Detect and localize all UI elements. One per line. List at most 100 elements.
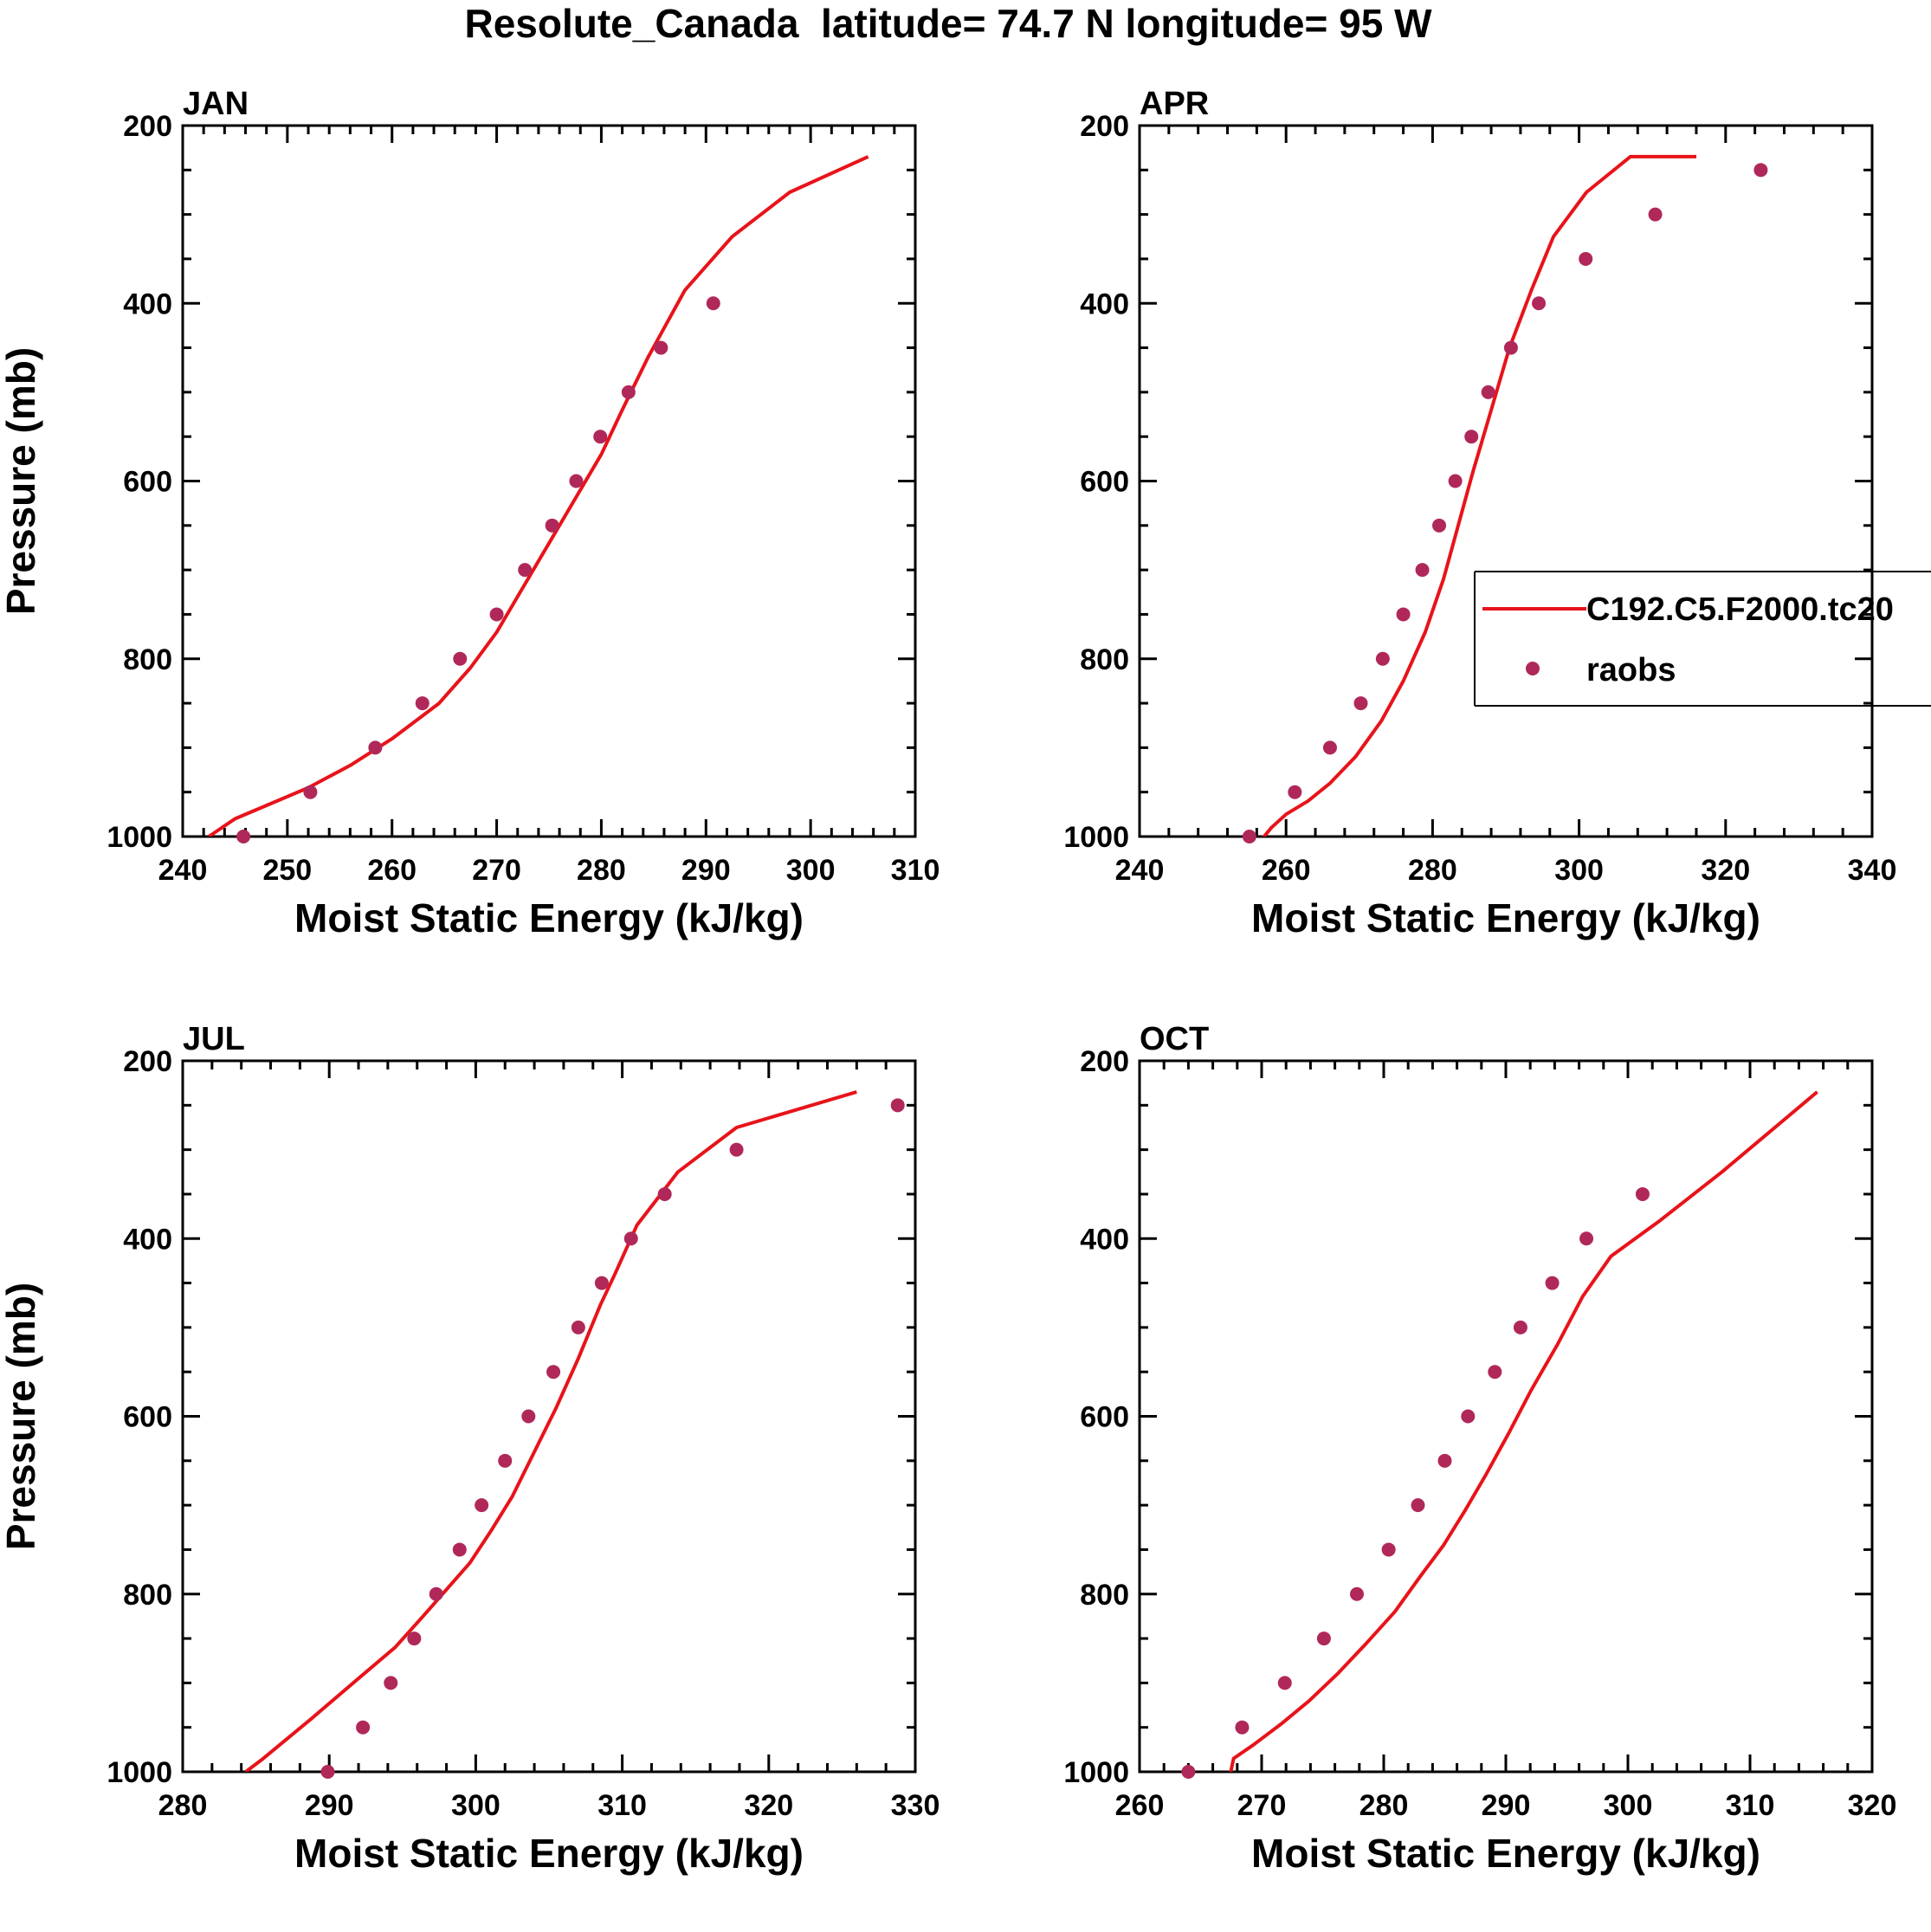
raobs-point bbox=[384, 1676, 398, 1690]
y-tick-label: 800 bbox=[1080, 1579, 1129, 1612]
raobs-point bbox=[1488, 1365, 1502, 1380]
raobs-point bbox=[706, 296, 720, 311]
x-tick-label: 310 bbox=[891, 854, 940, 887]
plot-frame-jan bbox=[181, 124, 917, 838]
x-tick-label: 260 bbox=[1115, 1789, 1165, 1822]
x-tick-label: 300 bbox=[1554, 854, 1604, 887]
panel-title-jul: JUL bbox=[183, 1021, 245, 1057]
raobs-point bbox=[1545, 1276, 1560, 1290]
raobs-point bbox=[1464, 430, 1479, 444]
y-tick-label: 400 bbox=[1080, 288, 1129, 320]
raobs-point bbox=[1579, 1231, 1594, 1246]
y-tick-label: 200 bbox=[1080, 110, 1129, 143]
x-axis-label-jan: Moist Static Energy (kJ/kg) bbox=[294, 895, 804, 940]
raobs-point bbox=[236, 830, 251, 843]
raobs-point bbox=[890, 1098, 905, 1113]
x-tick-label: 290 bbox=[1482, 1789, 1531, 1822]
x-axis-label-oct: Moist Static Energy (kJ/kg) bbox=[1251, 1831, 1760, 1876]
y-tick-label: 600 bbox=[1080, 466, 1129, 499]
raobs-point bbox=[407, 1632, 422, 1646]
y-tick-label: 800 bbox=[123, 1579, 172, 1612]
x-tick-label: 290 bbox=[681, 854, 731, 887]
x-tick-label: 300 bbox=[451, 1789, 501, 1822]
raobs-point bbox=[1513, 1320, 1527, 1334]
figure-title: Resolute_Canada latitude= 74.7 N longitu… bbox=[464, 1, 1432, 46]
x-tick-label: 340 bbox=[1848, 854, 1897, 887]
raobs-point bbox=[1461, 1409, 1476, 1424]
raobs-point bbox=[1181, 1765, 1196, 1779]
raobs-point bbox=[621, 384, 636, 399]
x-tick-label: 270 bbox=[472, 854, 521, 887]
raobs-point bbox=[368, 740, 383, 755]
plot-frame-oct bbox=[1138, 1059, 1874, 1774]
y-tick-label: 1000 bbox=[107, 821, 172, 854]
raobs-point bbox=[1415, 563, 1430, 578]
legend-model-label: C192.C5.F2000.tc20 bbox=[1586, 591, 1894, 628]
raobs-point bbox=[593, 430, 608, 444]
panels: JAN 240 250 260 270 280 290 300 310 200 400 600 800 1… bbox=[0, 86, 1896, 1876]
x-tick-label: 280 bbox=[1408, 854, 1457, 887]
panel-jan: JAN 240 250 260 270 280 290 300 310 200 400 600 800 1… bbox=[0, 86, 940, 940]
raobs-point bbox=[657, 1186, 672, 1201]
raobs-point bbox=[1349, 1586, 1364, 1601]
raobs-point bbox=[623, 1231, 638, 1246]
model-line-jan bbox=[208, 155, 869, 837]
raobs-point bbox=[1448, 474, 1463, 488]
raobs-point bbox=[1288, 785, 1302, 799]
raobs-point bbox=[654, 340, 668, 355]
raobs-point bbox=[1322, 740, 1337, 755]
raobs-point bbox=[1437, 1453, 1452, 1468]
raobs-point bbox=[545, 518, 559, 533]
raobs-point bbox=[1375, 651, 1390, 666]
y-tick-label: 1000 bbox=[1063, 1756, 1129, 1789]
model-line-jul bbox=[244, 1089, 857, 1772]
x-tick-label: 260 bbox=[367, 854, 417, 887]
raobs-point bbox=[546, 1365, 561, 1380]
raobs-point bbox=[1635, 1186, 1650, 1201]
y-tick-label: 800 bbox=[1080, 643, 1129, 676]
x-tick-label: 320 bbox=[744, 1789, 793, 1822]
y-tick-label: 200 bbox=[1080, 1045, 1129, 1078]
model-line-apr bbox=[1262, 154, 1696, 837]
legend: C192.C5.F2000.tc20 raobs bbox=[1474, 571, 1931, 707]
y-tick-label: 1000 bbox=[107, 1756, 172, 1789]
y-tick-label: 600 bbox=[1080, 1401, 1129, 1434]
x-tick-label: 250 bbox=[262, 854, 312, 887]
x-tick-label: 290 bbox=[305, 1789, 354, 1822]
raobs-point bbox=[518, 563, 533, 578]
legend-obs-label: raobs bbox=[1586, 652, 1676, 688]
raobs-point bbox=[1381, 1542, 1396, 1557]
raobs-point bbox=[1648, 207, 1663, 222]
x-tick-label: 280 bbox=[158, 1789, 208, 1822]
x-tick-label: 310 bbox=[1726, 1789, 1775, 1822]
raobs-point bbox=[1432, 518, 1447, 533]
y-tick-label: 600 bbox=[123, 1401, 172, 1434]
raobs-point bbox=[569, 474, 584, 488]
y-tick-label: 1000 bbox=[1063, 821, 1129, 854]
raobs-point bbox=[1579, 251, 1593, 266]
x-tick-label: 240 bbox=[1115, 854, 1165, 887]
raobs-point bbox=[453, 651, 468, 666]
raobs-point bbox=[320, 1765, 335, 1779]
x-tick-label: 240 bbox=[158, 854, 208, 887]
plot-frame-jul bbox=[181, 1059, 917, 1774]
x-tick-label: 270 bbox=[1237, 1789, 1287, 1822]
raobs-point bbox=[1481, 384, 1495, 399]
raobs-point bbox=[1316, 1632, 1331, 1646]
raobs-point bbox=[1753, 163, 1768, 178]
x-tick-label: 280 bbox=[577, 854, 626, 887]
raobs-point bbox=[594, 1276, 609, 1290]
plot-frame-apr bbox=[1138, 124, 1874, 838]
raobs-point bbox=[475, 1498, 489, 1513]
model-line-oct bbox=[1229, 1090, 1818, 1772]
x-tick-label: 320 bbox=[1848, 1789, 1897, 1822]
raobs-point bbox=[498, 1453, 513, 1468]
y-tick-label: 600 bbox=[123, 466, 172, 499]
raobs-point bbox=[1353, 696, 1368, 711]
x-tick-label: 320 bbox=[1701, 854, 1750, 887]
raobs-point bbox=[303, 785, 318, 799]
y-tick-label: 200 bbox=[123, 1045, 172, 1078]
panel-title-apr: APR bbox=[1140, 86, 1209, 122]
raobs-point bbox=[729, 1142, 744, 1157]
